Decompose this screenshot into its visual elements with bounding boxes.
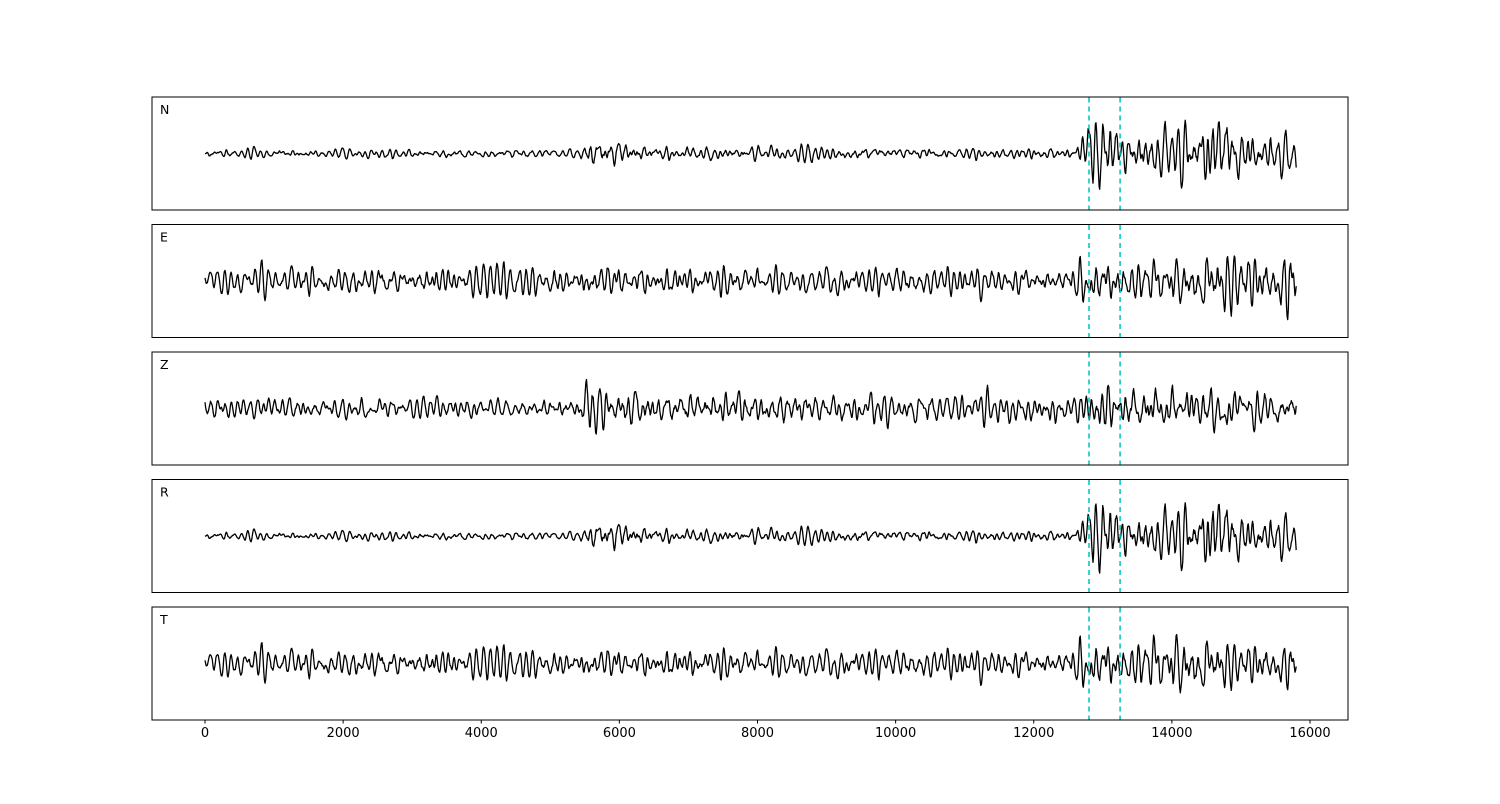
panel-label: Z: [160, 357, 169, 372]
panel-E: E: [151, 224, 1349, 338]
x-axis: 0 2000 4000 6000 8000 10000 12000 14000 16000: [201, 720, 1331, 741]
x-tick-label: 14000: [1151, 726, 1192, 741]
waveform-trace: [204, 119, 1297, 190]
x-tick-label: 12000: [1013, 726, 1054, 741]
panel-label: R: [160, 485, 169, 500]
panel-label: T: [159, 612, 168, 627]
panel-axes: [151, 351, 1349, 466]
panel-label: E: [160, 230, 168, 245]
x-tick-label: 0: [201, 726, 209, 741]
panel-T: T: [151, 606, 1349, 721]
panel-Z: Z: [151, 351, 1349, 466]
waveform-trace: [204, 378, 1297, 435]
x-tick-label: 2000: [327, 726, 360, 741]
panel-N: N: [151, 96, 1349, 211]
x-tick-label: 16000: [1289, 726, 1330, 741]
panel-R: R: [151, 479, 1349, 593]
waveform-trace: [204, 255, 1297, 321]
x-tick-label: 10000: [875, 726, 916, 741]
x-tick-label: 6000: [603, 726, 636, 741]
panel-label: N: [160, 102, 169, 117]
waveform-trace: [204, 502, 1297, 574]
waveform-trace: [204, 633, 1297, 694]
x-tick-label: 4000: [465, 726, 498, 741]
x-tick-label: 8000: [741, 726, 774, 741]
